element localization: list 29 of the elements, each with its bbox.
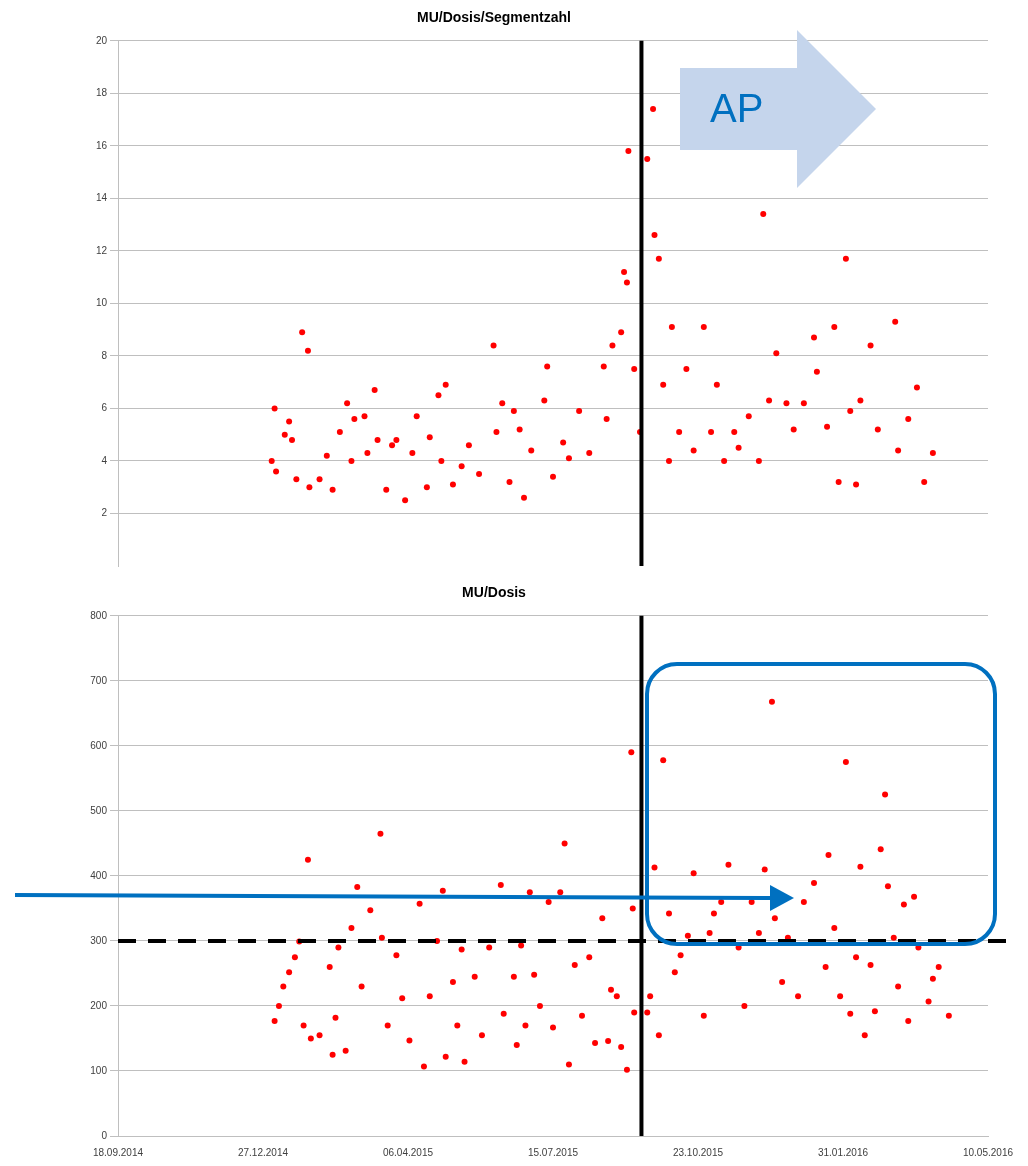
y-tick-label: 14 xyxy=(95,192,108,204)
y-tick-label: 12 xyxy=(95,244,108,256)
y-tick-label: 400 xyxy=(90,869,108,881)
y-tick-label: 10 xyxy=(95,297,108,309)
y-tick-label: 0 xyxy=(101,1129,108,1141)
x-tick-label: 15.07.2015 xyxy=(527,1146,579,1158)
chart-title: MU/Dosis xyxy=(462,584,527,601)
y-tick-label: 2 xyxy=(101,507,108,519)
x-tick-label: 10.05.2016 xyxy=(962,1146,1014,1158)
x-tick-label: 06.04.2015 xyxy=(382,1146,434,1158)
x-tick-label: 27.12.2014 xyxy=(237,1146,289,1158)
x-tick-label: 23.10.2015 xyxy=(672,1146,724,1158)
y-tick-label: 800 xyxy=(90,609,108,621)
y-tick-label: 18 xyxy=(95,87,108,99)
y-tick-label: 6 xyxy=(101,402,108,414)
annotation: AP xyxy=(710,85,764,132)
x-tick-label: 18.09.2014 xyxy=(92,1146,144,1158)
y-tick-label: 4 xyxy=(101,454,108,466)
y-tick-label: 500 xyxy=(90,804,108,816)
y-tick-label: 600 xyxy=(90,739,108,751)
y-tick-label: 20 xyxy=(95,34,108,46)
y-tick-label: 700 xyxy=(90,674,108,686)
chart-title: MU/Dosis/Segmentzahl xyxy=(416,9,572,26)
y-tick-label: 200 xyxy=(90,999,108,1011)
y-tick-label: 300 xyxy=(90,934,108,946)
y-tick-label: 8 xyxy=(101,349,108,361)
y-tick-label: 100 xyxy=(90,1064,108,1076)
y-tick-label: 16 xyxy=(95,139,108,151)
x-tick-label: 31.01.2016 xyxy=(817,1146,869,1158)
